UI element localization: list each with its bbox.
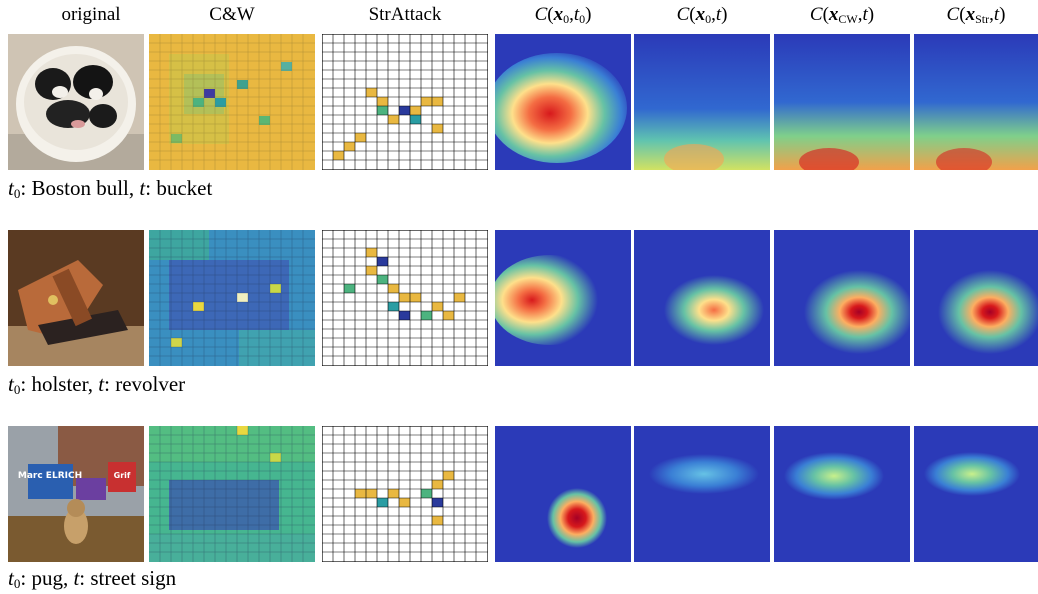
- row-2-t-label: revolver: [115, 372, 186, 396]
- heatmap-c-xcw-t-3: [774, 426, 910, 562]
- header-strattack: StrAttack: [368, 4, 442, 25]
- header-c-x0-t0: C(x0,t0): [534, 4, 592, 26]
- strattack-perturbation-grid-1: [322, 34, 488, 170]
- row-3-t0-label: pug: [31, 566, 63, 590]
- heatmap-c-xstr-t-3: [914, 426, 1038, 562]
- caption-row-1: t0: Boston bull, t: bucket: [8, 176, 213, 201]
- original-image-boston-bull: [8, 34, 144, 170]
- row-2-t0-label: holster: [31, 372, 88, 396]
- header-c-xcw-t: C(xCW,t): [809, 4, 875, 26]
- sign-text-grif: Grif: [114, 471, 131, 480]
- original-image-pug: Marc ELRICH Grif: [8, 426, 144, 562]
- row-3-t-label: street sign: [90, 566, 177, 590]
- sign-text-marc: Marc ELRICH: [18, 471, 82, 481]
- row-1-t-label: bucket: [156, 176, 213, 200]
- heatmap-c-x0-t-2: [634, 230, 770, 366]
- row-1-t0-label: Boston bull: [31, 176, 129, 200]
- original-image-holster: [8, 230, 144, 366]
- strattack-perturbation-grid-3: [322, 426, 488, 562]
- heatmap-c-x0-t-1: [634, 34, 770, 170]
- heatmap-c-xstr-t-2: [914, 230, 1038, 366]
- caption-row-2: t0: holster, t: revolver: [8, 372, 186, 397]
- heatmap-c-xstr-t-1: [914, 34, 1038, 170]
- heatmap-c-x0-t0-3: [495, 426, 631, 562]
- heatmap-c-xcw-t-1: [774, 34, 910, 170]
- heatmap-c-x0-t0-2: [495, 230, 631, 366]
- header-original: original: [61, 4, 121, 25]
- caption-row-3: t0: pug, t: street sign: [8, 566, 177, 591]
- cw-perturbation-grid-3: [149, 426, 315, 562]
- cw-perturbation-grid-2: [149, 230, 315, 366]
- strattack-perturbation-grid-2: [322, 230, 488, 366]
- heatmap-c-x0-t-3: [634, 426, 770, 562]
- header-c-x0-t: C(x0,t): [676, 4, 728, 26]
- heatmap-c-x0-t0-1: [495, 34, 631, 170]
- header-cw: C&W: [209, 4, 255, 25]
- cw-perturbation-grid-1: [149, 34, 315, 170]
- heatmap-c-xcw-t-2: [774, 230, 910, 366]
- header-c-xstr-t: C(xStr,t): [946, 4, 1006, 26]
